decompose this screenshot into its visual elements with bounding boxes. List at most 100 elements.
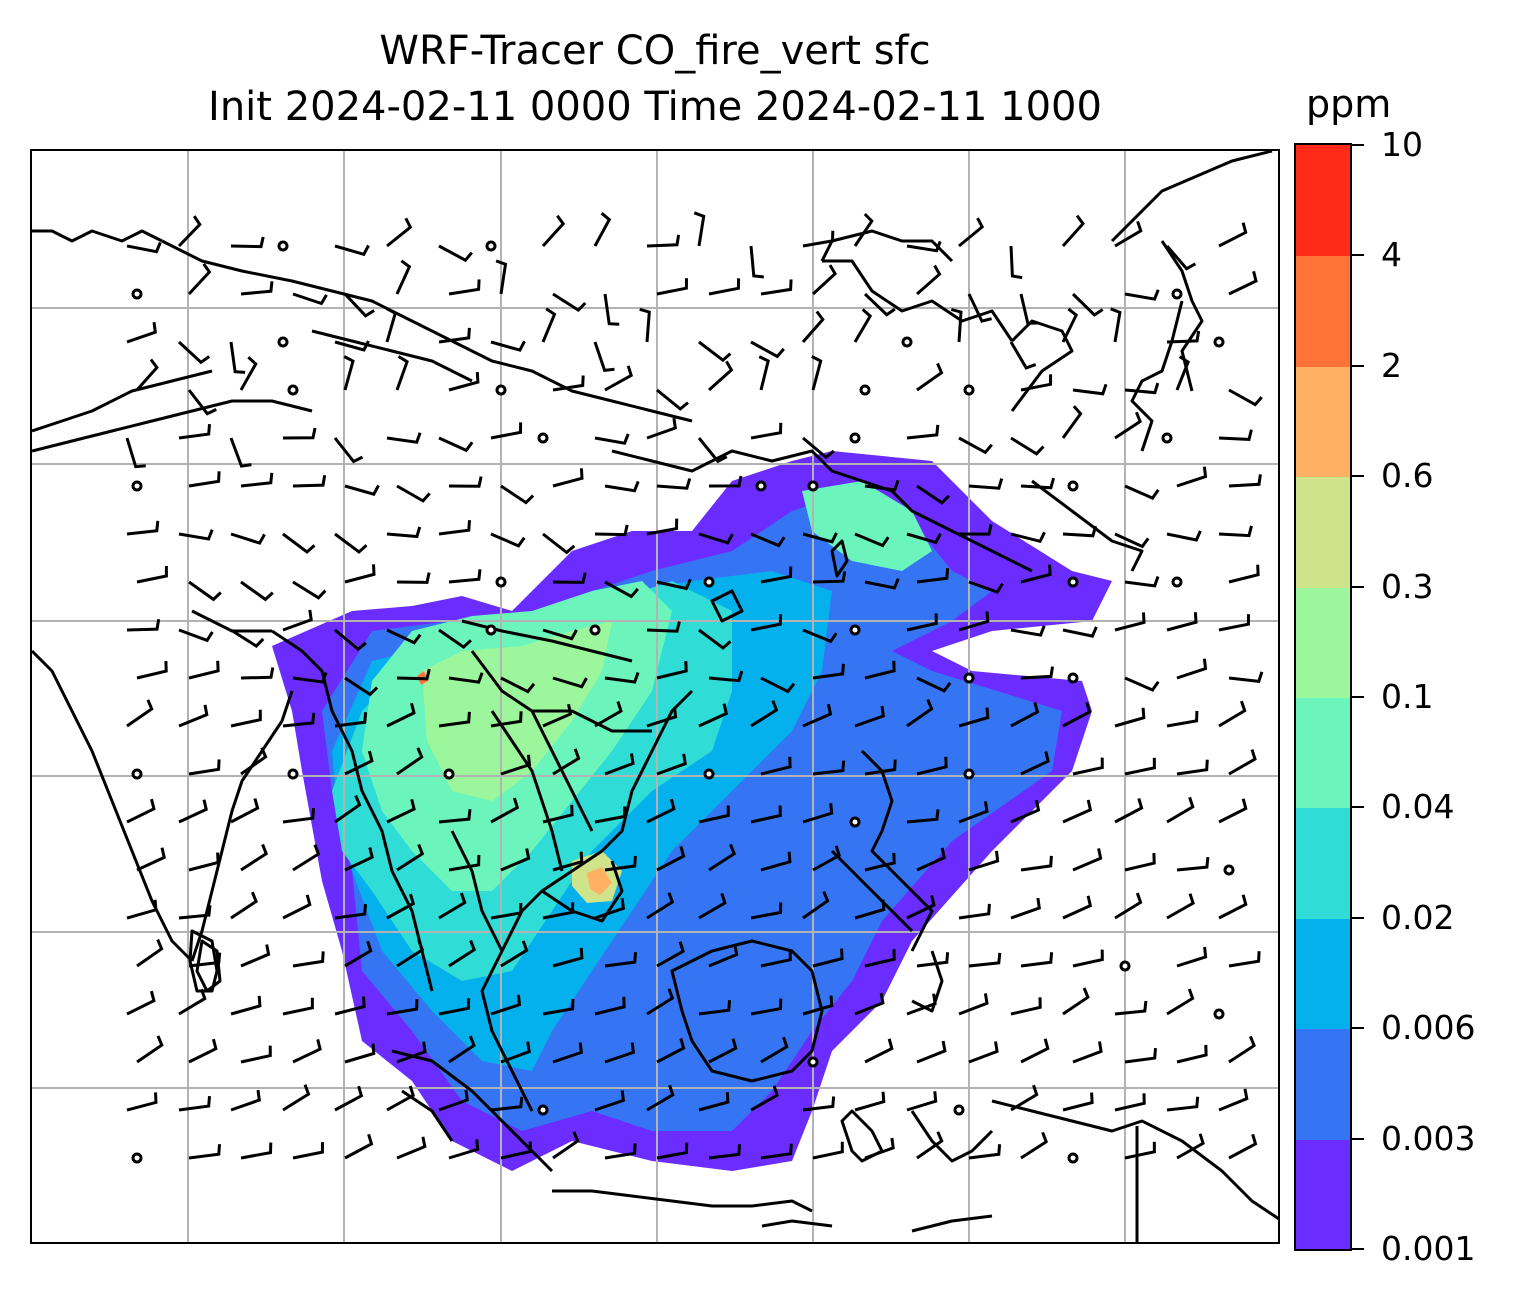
wind-barb bbox=[386, 1085, 415, 1112]
wind-barb bbox=[1009, 341, 1037, 370]
wind-barb bbox=[916, 264, 942, 296]
wind-barb bbox=[1114, 1093, 1146, 1112]
wind-barb bbox=[708, 843, 737, 872]
colorbar-tick bbox=[1352, 254, 1364, 257]
wind-barb bbox=[656, 278, 688, 296]
wind-barb bbox=[646, 417, 677, 440]
wind-barbs bbox=[125, 211, 1264, 1160]
colorbar-tick bbox=[1352, 144, 1364, 146]
wind-barb bbox=[864, 852, 896, 872]
calm-wind-marker bbox=[1067, 576, 1079, 588]
wind-barb bbox=[188, 1144, 221, 1160]
wind-barb bbox=[229, 437, 252, 468]
colorbar-segment bbox=[1296, 365, 1350, 478]
wind-barb bbox=[178, 1095, 211, 1112]
wind-barb bbox=[950, 307, 963, 343]
co-level-0.6 bbox=[587, 867, 612, 895]
wind-barb bbox=[708, 1144, 742, 1160]
wind-barb bbox=[334, 532, 368, 554]
wind-barb bbox=[1176, 946, 1208, 968]
wind-barb bbox=[750, 614, 782, 632]
wind-barb bbox=[490, 1096, 524, 1112]
wind-barb bbox=[656, 388, 689, 411]
wind-barb bbox=[188, 1038, 218, 1064]
wind-barb bbox=[1114, 1000, 1148, 1016]
wind-barb bbox=[594, 996, 626, 1016]
calm-wind-marker bbox=[849, 624, 861, 636]
wind-barb bbox=[812, 845, 841, 872]
wind-barb bbox=[1166, 710, 1199, 728]
wind-barb bbox=[344, 750, 374, 776]
wind-barb bbox=[126, 619, 161, 632]
wind-barb bbox=[1176, 658, 1208, 680]
wind-barb bbox=[500, 1141, 532, 1160]
wind-barb bbox=[603, 293, 620, 326]
wind-barb bbox=[1114, 797, 1144, 824]
wind-barb bbox=[240, 667, 275, 680]
wind-barb bbox=[802, 532, 838, 544]
wind-barb bbox=[698, 1000, 731, 1016]
wind-barb bbox=[760, 279, 793, 296]
wind-barb bbox=[188, 852, 220, 872]
wind-barb bbox=[750, 422, 783, 440]
wind-barb bbox=[396, 1136, 427, 1160]
wind-barb bbox=[344, 847, 374, 872]
wind-barb bbox=[500, 676, 536, 694]
wind-barb bbox=[1061, 307, 1079, 343]
wind-barb bbox=[239, 356, 258, 391]
wind-barb bbox=[178, 423, 211, 440]
map-canvas bbox=[32, 151, 1278, 1242]
wind-barb bbox=[448, 939, 477, 968]
wind-barb bbox=[1020, 855, 1053, 872]
wind-barb bbox=[282, 609, 313, 632]
colorbar-tick-label: 0.006 bbox=[1381, 1008, 1476, 1048]
wind-barb bbox=[240, 281, 274, 296]
wind-barb bbox=[1228, 671, 1264, 684]
wind-barb bbox=[812, 571, 847, 584]
wind-barb bbox=[178, 529, 214, 541]
wind-barb bbox=[1218, 222, 1248, 248]
wind-barb bbox=[334, 795, 362, 824]
wind-barb bbox=[1176, 1044, 1208, 1064]
wind-barb bbox=[541, 307, 557, 343]
wind-barb bbox=[906, 532, 942, 545]
wind-barb bbox=[178, 799, 208, 824]
wind-barb bbox=[552, 572, 587, 584]
wind-barb bbox=[802, 436, 835, 460]
wind-barb bbox=[1228, 749, 1257, 776]
calm-wind-marker bbox=[1067, 480, 1079, 492]
wind-barb bbox=[750, 902, 783, 920]
wind-barb bbox=[906, 993, 937, 1016]
wind-barb bbox=[916, 1040, 947, 1064]
wind-barb bbox=[811, 355, 823, 391]
wind-barb bbox=[1166, 796, 1195, 824]
wind-barb bbox=[708, 944, 739, 968]
wind-barb bbox=[604, 753, 635, 776]
wind-barb bbox=[187, 389, 217, 416]
wind-barb bbox=[334, 628, 367, 652]
wind-barb bbox=[292, 580, 327, 600]
wind-barb bbox=[240, 1045, 272, 1064]
wind-barb bbox=[1124, 382, 1160, 395]
colorbar-segment bbox=[1296, 1138, 1350, 1249]
colorbar-segment bbox=[1296, 255, 1350, 367]
wind-barb bbox=[906, 613, 938, 632]
wind-barb bbox=[968, 580, 1004, 594]
wind-barb bbox=[344, 676, 379, 697]
wind-barb bbox=[448, 279, 481, 296]
wind-barb bbox=[594, 1090, 626, 1112]
colorbar-tick bbox=[1352, 585, 1364, 588]
wind-barb bbox=[448, 854, 481, 872]
wind-barb bbox=[1019, 293, 1038, 325]
wind-barb bbox=[1071, 292, 1104, 317]
wind-barb bbox=[542, 804, 574, 824]
wind-barb bbox=[916, 484, 951, 505]
wind-barb bbox=[1228, 270, 1258, 296]
wind-barb bbox=[698, 892, 727, 920]
wind-barb bbox=[386, 526, 422, 539]
wind-barb bbox=[136, 847, 166, 872]
wind-barb bbox=[177, 340, 211, 365]
wind-barb bbox=[448, 1139, 480, 1160]
wind-barb bbox=[802, 803, 834, 824]
wind-barb bbox=[1114, 892, 1143, 920]
